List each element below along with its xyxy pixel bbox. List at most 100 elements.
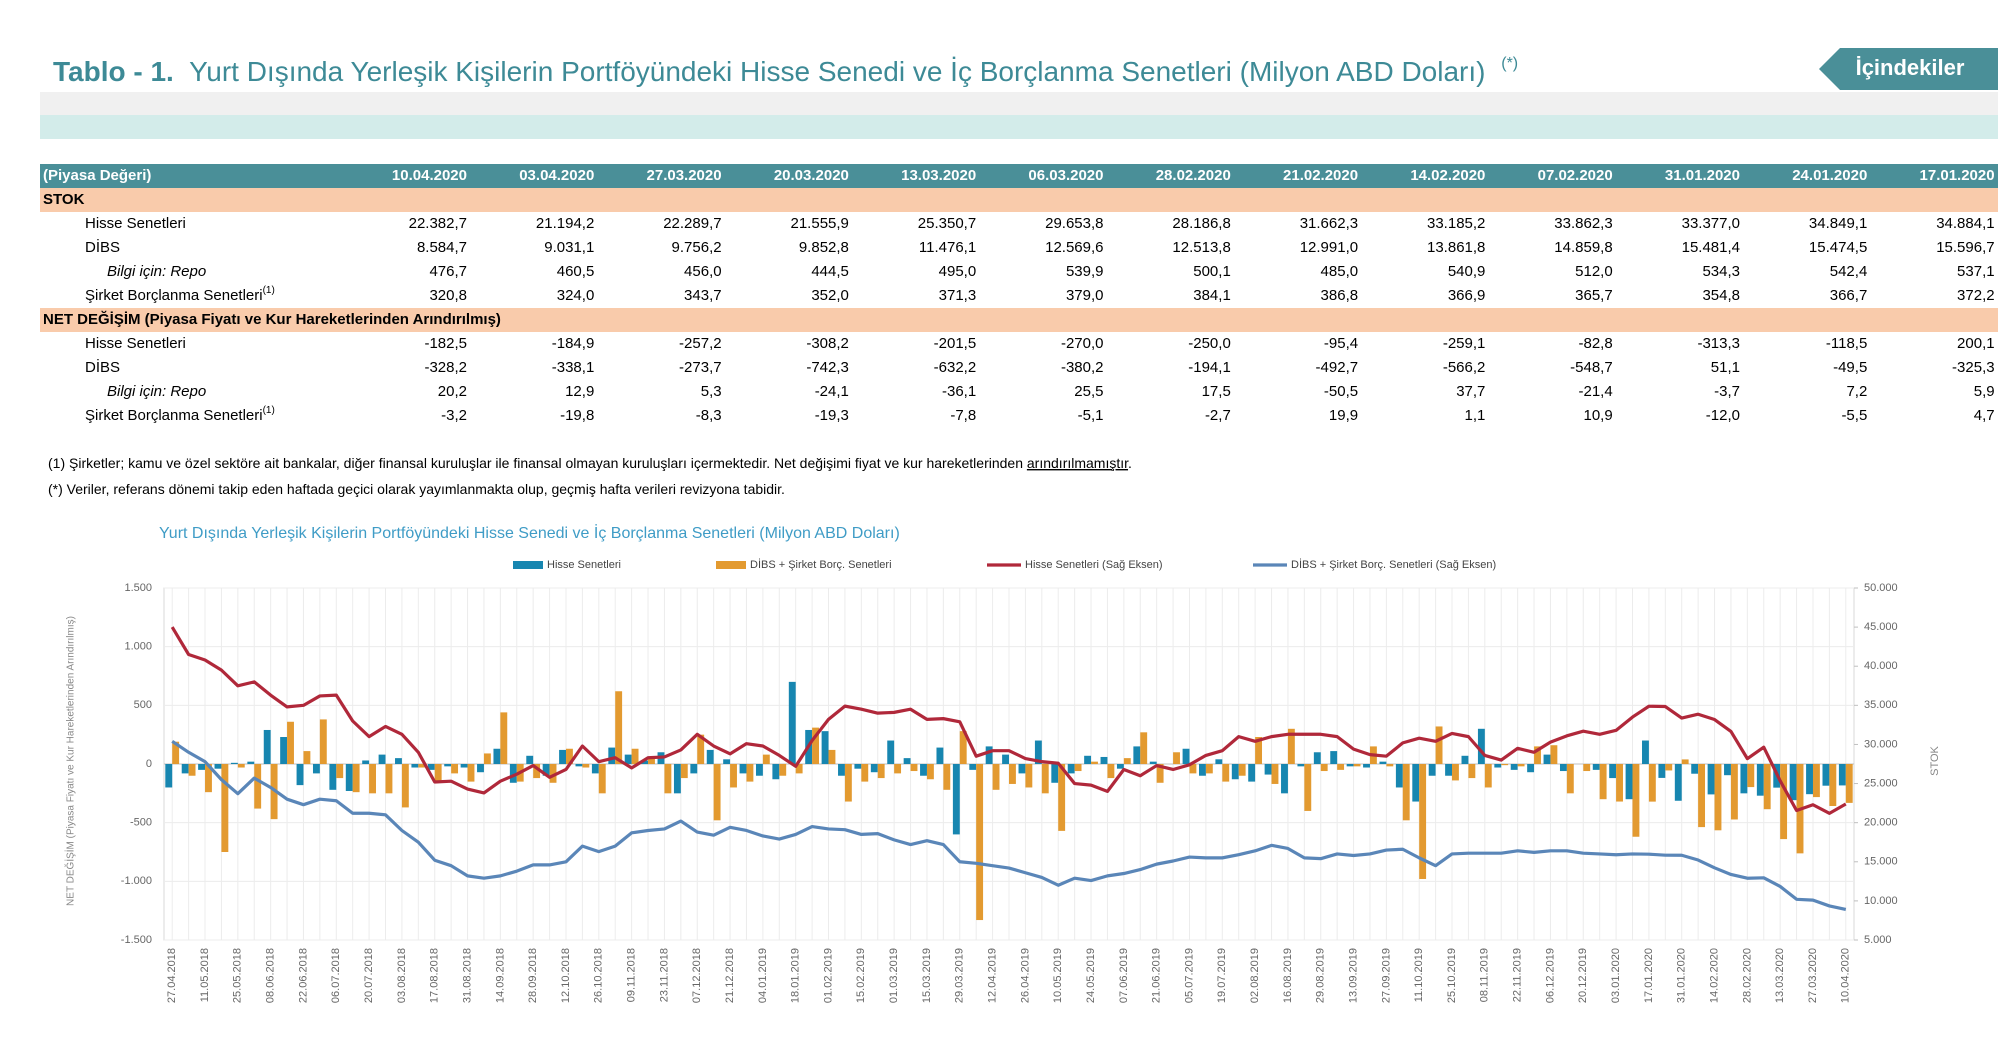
cell: 17,5 bbox=[1202, 383, 1231, 400]
column-header: 14.02.2020 bbox=[1410, 167, 1485, 184]
bar bbox=[1484, 764, 1492, 788]
x-tick-label: 25.05.2018 bbox=[232, 948, 244, 1003]
bar bbox=[1747, 764, 1755, 788]
legend-label: Hisse Senetleri (Sağ Eksen) bbox=[1025, 559, 1163, 571]
y2-tick-label: 30.000 bbox=[1864, 738, 1898, 750]
bar bbox=[624, 754, 632, 764]
bar bbox=[641, 760, 649, 764]
cell: 14.859,8 bbox=[1554, 239, 1612, 256]
x-tick-label: 15.02.2019 bbox=[855, 948, 867, 1003]
bar bbox=[221, 764, 229, 852]
x-tick-label: 21.12.2018 bbox=[724, 948, 736, 1003]
bar bbox=[1205, 764, 1213, 774]
x-tick-label: 11.10.2019 bbox=[1413, 948, 1425, 1002]
bar bbox=[483, 753, 491, 764]
bar bbox=[1248, 764, 1256, 782]
x-tick-label: 12.10.2018 bbox=[560, 948, 572, 1003]
bar bbox=[812, 727, 819, 764]
row-label-text: DİBS bbox=[85, 358, 120, 376]
cell: 8.584,7 bbox=[417, 239, 467, 256]
x-tick-label: 28.02.2020 bbox=[1741, 948, 1753, 1003]
section-bg bbox=[40, 308, 1998, 332]
bar bbox=[477, 764, 484, 773]
row-label: Hisse Senetleri bbox=[85, 335, 186, 352]
cell: -566,2 bbox=[1443, 359, 1486, 376]
bar bbox=[1156, 764, 1164, 783]
footnote-part: arındırılmamıştır bbox=[1027, 455, 1129, 471]
cell: 33.862,3 bbox=[1554, 215, 1612, 232]
bar bbox=[198, 764, 206, 770]
row-label-note: (1) bbox=[263, 405, 275, 416]
cell: 20,2 bbox=[438, 383, 467, 400]
bar bbox=[1550, 745, 1558, 764]
line bbox=[171, 739, 1847, 912]
cell: 200,1 bbox=[1957, 335, 1995, 352]
y2-tick-label: 25.000 bbox=[1864, 777, 1898, 789]
cell: 386,8 bbox=[1321, 287, 1359, 304]
bar bbox=[1674, 764, 1682, 801]
bar bbox=[910, 764, 918, 772]
contents-button-bg[interactable] bbox=[1819, 48, 1998, 90]
bar bbox=[1395, 764, 1403, 788]
bar bbox=[418, 764, 426, 768]
column-header: 10.04.2020 bbox=[392, 167, 467, 184]
bar bbox=[739, 764, 747, 774]
cell: 29.653,8 bbox=[1045, 215, 1103, 232]
cell: 13.861,8 bbox=[1427, 239, 1485, 256]
bar bbox=[542, 764, 550, 776]
bar bbox=[467, 764, 475, 782]
cell: -380,2 bbox=[1061, 359, 1104, 376]
cell: 28.186,8 bbox=[1172, 215, 1230, 232]
bar bbox=[788, 681, 796, 764]
column-header: 13.03.2020 bbox=[901, 167, 976, 184]
bar bbox=[1698, 764, 1706, 828]
x-tick-label: 20.07.2018 bbox=[363, 948, 375, 1003]
bar bbox=[746, 764, 754, 782]
column-header: 21.02.2020 bbox=[1283, 167, 1358, 184]
cell: 7,2 bbox=[1846, 383, 1867, 400]
table-header-bg bbox=[40, 164, 1998, 188]
bar bbox=[1477, 728, 1485, 764]
cell: 5,9 bbox=[1974, 383, 1995, 400]
cell: 15.474,5 bbox=[1809, 239, 1867, 256]
x-tick-label: 31.08.2018 bbox=[461, 948, 473, 1003]
bar bbox=[762, 754, 770, 764]
cell: 542,4 bbox=[1830, 263, 1868, 280]
cell: -270,0 bbox=[1061, 335, 1104, 352]
x-tick-label: 29.03.2019 bbox=[954, 948, 966, 1003]
title-note: (*) bbox=[1501, 55, 1518, 72]
bar bbox=[1182, 748, 1190, 764]
x-tick-label: 29.08.2019 bbox=[1315, 948, 1327, 1003]
bar bbox=[549, 764, 557, 783]
cell: 25.350,7 bbox=[918, 215, 976, 232]
row-label: DİBS bbox=[85, 358, 120, 376]
legend-label: Hisse Senetleri bbox=[547, 559, 621, 571]
bar bbox=[1386, 764, 1394, 767]
bar bbox=[165, 764, 173, 788]
row-label-text: DİBS bbox=[85, 238, 120, 256]
bar bbox=[591, 764, 599, 774]
title-text: Yurt Dışında Yerleşik Kişilerin Portföyü… bbox=[189, 56, 1485, 87]
contents-button[interactable]: İçindekiler bbox=[1856, 55, 1965, 80]
bar bbox=[1435, 726, 1443, 764]
bar bbox=[926, 764, 934, 780]
bar bbox=[1304, 764, 1312, 811]
cell: 371,3 bbox=[939, 287, 977, 304]
bar bbox=[1173, 752, 1180, 764]
column-header: 24.01.2020 bbox=[1792, 167, 1867, 184]
x-tick-label: 03.08.2018 bbox=[396, 948, 408, 1003]
bar bbox=[1592, 764, 1600, 770]
bar bbox=[1763, 764, 1771, 810]
cell: 15.596,7 bbox=[1936, 239, 1994, 256]
cell: -19,3 bbox=[815, 407, 849, 424]
bar bbox=[1428, 764, 1436, 776]
bar bbox=[1264, 764, 1272, 775]
bar bbox=[1599, 764, 1607, 800]
bar bbox=[1632, 764, 1640, 837]
cell: 21.555,9 bbox=[791, 215, 849, 232]
bar bbox=[1707, 764, 1715, 795]
x-tick-label: 10.04.2020 bbox=[1840, 948, 1852, 1003]
cell: 320,8 bbox=[429, 287, 467, 304]
legend-swatch bbox=[513, 561, 543, 569]
bar bbox=[1281, 764, 1288, 794]
